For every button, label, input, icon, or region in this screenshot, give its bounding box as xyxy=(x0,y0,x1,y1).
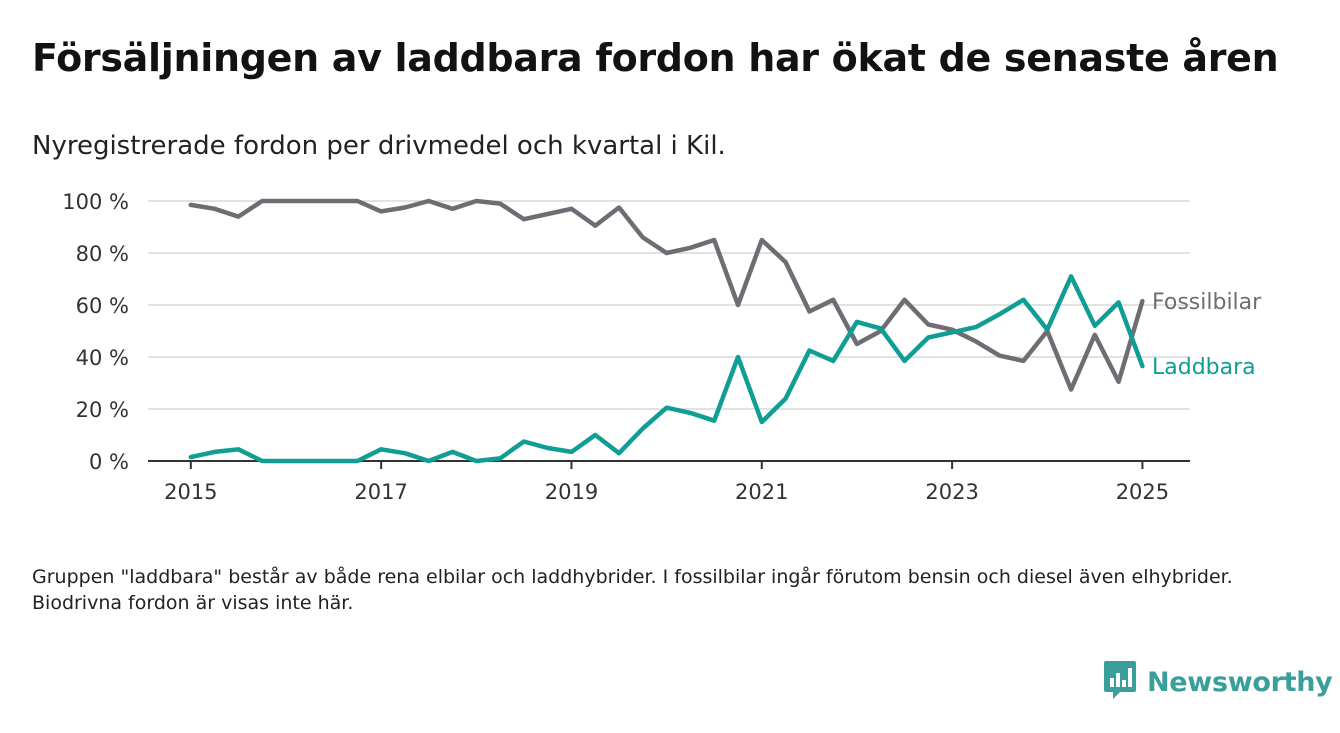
x-tick-label: 2019 xyxy=(545,480,598,504)
series-lines xyxy=(188,198,1145,464)
series-line-laddbara xyxy=(188,274,1145,464)
bar-chart-speech-bubble-icon xyxy=(1103,660,1137,704)
y-tick-label: 60 % xyxy=(76,294,129,318)
series-labels: Fossilbilar Laddbara xyxy=(1152,290,1262,380)
y-axis-tick-labels: 0 % 20 % 40 % 60 % 80 % 100 % xyxy=(62,190,129,474)
series-label: Fossilbilar xyxy=(1152,290,1262,315)
chart-subtitle: Nyregistrerade fordon per drivmedel och … xyxy=(32,131,726,161)
x-axis: 2015 2017 2019 2021 2023 2025 xyxy=(148,460,1190,504)
footnote: Gruppen "laddbara" består av både rena e… xyxy=(32,566,1233,614)
x-tick-label: 2015 xyxy=(164,480,217,504)
brand-logo[interactable]: Newsworthy xyxy=(1103,660,1333,704)
x-tick-label: 2025 xyxy=(1116,480,1169,504)
y-tick-label: 40 % xyxy=(76,346,129,370)
y-tick-label: 20 % xyxy=(76,398,129,422)
y-tick-label: 80 % xyxy=(76,242,129,266)
x-tick-label: 2021 xyxy=(735,480,788,504)
y-tick-label: 0 % xyxy=(89,450,129,474)
chart-title: Försäljningen av laddbara fordon har öka… xyxy=(32,36,1279,80)
x-tick-label: 2017 xyxy=(354,480,407,504)
x-tick-label: 2023 xyxy=(925,480,978,504)
series-line-fossilbilar xyxy=(188,198,1145,392)
gridlines xyxy=(148,200,1190,410)
series-label: Laddbara xyxy=(1152,355,1256,380)
brand-name: Newsworthy xyxy=(1147,666,1333,698)
y-tick-label: 100 % xyxy=(62,190,129,214)
